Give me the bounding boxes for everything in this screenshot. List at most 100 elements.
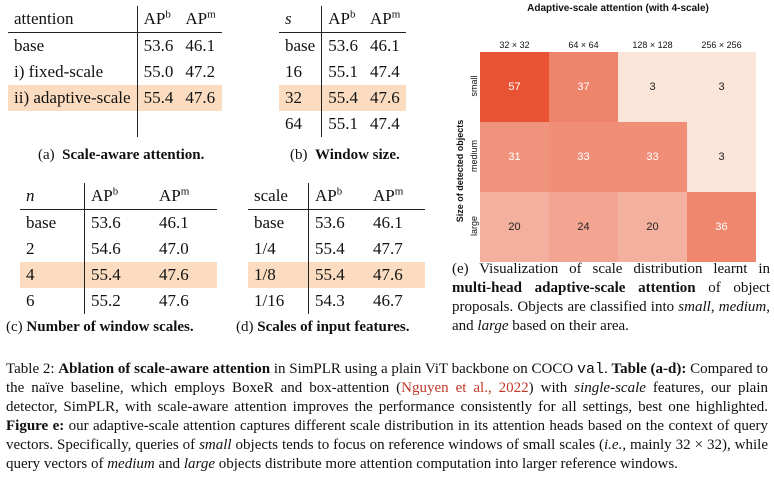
heatmap-column-label: 64 × 64	[568, 40, 599, 50]
heatmap-row-label: small	[469, 75, 479, 97]
header-cell: APm	[159, 185, 190, 205]
table-cell: 16	[279, 59, 323, 85]
table-row: base 53.6 46.1	[20, 209, 217, 236]
table-row: 64 55.1 47.4	[279, 111, 406, 137]
heatmap-cell: 57	[480, 52, 549, 122]
table-cell: 64	[279, 111, 323, 137]
table-cell: 55.4	[315, 239, 345, 258]
heatmap-column-label: 256 × 256	[701, 40, 742, 50]
table-cell: i) fixed-scale	[8, 59, 138, 85]
heatmap-title: Adaptive-scale attention (with 4-scale)	[527, 3, 709, 14]
table-cell: 47.2	[185, 62, 216, 81]
header-cell: s	[279, 6, 323, 33]
header-cell: APb	[328, 8, 356, 28]
table-cell: 6	[20, 288, 85, 314]
table-row: 2 54.6 47.0	[20, 236, 217, 262]
table-cell: base	[279, 32, 323, 59]
heatmap-cell: 3	[618, 52, 687, 122]
heatmap-cell: 37	[549, 52, 618, 122]
table-cell: 55.4	[137, 85, 180, 111]
caption-e: (e) Visualization of scale distribution …	[452, 261, 770, 334]
table-row-highlighted: 1/8 55.4 47.6	[248, 262, 425, 288]
table-cell: 55.2	[91, 291, 121, 310]
table-cell: 47.7	[373, 239, 403, 258]
table-cell: 54.6	[91, 239, 121, 258]
table-cell: 46.1	[153, 209, 217, 236]
table-row: 1/4 55.4 47.7	[248, 236, 425, 262]
table-cell: 47.6	[363, 85, 407, 111]
table-cell: 1/8	[248, 262, 309, 288]
table-cell: 47.0	[159, 239, 189, 258]
table-cell: 47.4	[369, 114, 400, 133]
caption-a: (a) Scale-aware attention.	[38, 147, 205, 163]
table-cell: 53.6	[84, 209, 153, 236]
table-cell: 55.1	[328, 62, 358, 81]
table-row: i) fixed-scale 55.0 47.2	[8, 59, 222, 85]
heatmap-row-label: large	[469, 216, 479, 237]
table-row: base 53.6 46.1	[8, 32, 222, 59]
table-header: s APb APm	[279, 6, 406, 33]
table-row	[8, 111, 222, 137]
table-cell: 47.4	[369, 62, 400, 81]
table-cell: 47.6	[367, 262, 425, 288]
header-cell: APb	[91, 185, 119, 205]
header-cell: APb	[143, 8, 171, 28]
table-d: scale APb APm base 53.6 46.1 1/4 55.4 47…	[248, 183, 425, 314]
table-c: n APb APm base 53.6 46.1 2 54.6 47.0 4 5…	[20, 183, 217, 314]
table-cell	[8, 111, 138, 137]
heatmap: 57 37 3 3 31 33 33 3 20 24 20 36	[480, 38, 756, 262]
table-row: 16 55.1 47.4	[279, 59, 406, 85]
table-cell: 54.3	[315, 291, 345, 310]
heatmap-cell: 36	[687, 192, 756, 262]
table-cell: 46.1	[367, 209, 425, 236]
table-cell: base	[20, 209, 85, 236]
table-row-highlighted: 32 55.4 47.6	[279, 85, 407, 111]
heatmap-cell: 3	[687, 52, 756, 122]
heatmap-column-label: 32 × 32	[499, 40, 530, 50]
table-cell: 2	[20, 236, 85, 262]
table-cell: 55.4	[84, 262, 153, 288]
table-cell: 53.6	[321, 32, 364, 59]
table-row: 1/16 54.3 46.7	[248, 288, 425, 314]
table-row-highlighted: 4 55.4 47.6	[20, 262, 217, 288]
heatmap-cell: 24	[549, 192, 618, 262]
table-cell: 47.6	[159, 291, 189, 310]
table-a: attention APb APm base 53.6 46.1 i) fixe…	[8, 6, 222, 137]
table-b: s APb APm base 53.6 46.1 16 55.1 47.4 32…	[279, 6, 407, 137]
header-cell: APm	[373, 185, 404, 205]
header-cell: attention	[8, 6, 138, 33]
heatmap-cell: 33	[549, 122, 618, 192]
header-cell: APb	[315, 185, 343, 205]
caption-d: (d) Scales of input features.	[236, 319, 410, 335]
table-cell: 55.4	[321, 85, 364, 111]
caption-c: (c) Number of window scales.	[6, 319, 194, 335]
citation-link[interactable]: Nguyen et al., 2022	[401, 380, 529, 396]
table-cell: 53.6	[308, 209, 367, 236]
table-cell: 55.1	[328, 114, 358, 133]
table-cell: 53.6	[137, 32, 180, 59]
table-cell: base	[248, 209, 309, 236]
table-cell: 4	[20, 262, 85, 288]
table-cell: 1/16	[248, 288, 309, 314]
header-cell: APm	[369, 8, 401, 28]
heatmap-cell: 33	[618, 122, 687, 192]
heatmap-column-labels: 32 × 32 64 × 64 128 × 128 256 × 256	[480, 40, 756, 52]
table-row: 6 55.2 47.6	[20, 288, 217, 314]
heatmap-column-label: 128 × 128	[632, 40, 673, 50]
heatmap-row-label: medium	[469, 140, 479, 173]
table-cell: 55.4	[308, 262, 367, 288]
table-cell: 46.1	[363, 32, 407, 59]
table-cell: 55.0	[143, 62, 174, 81]
header-cell: APm	[185, 8, 216, 28]
table-cell: 46.1	[179, 32, 222, 59]
table-cell: 47.6	[153, 262, 217, 288]
heatmap-cell: 31	[480, 122, 549, 192]
header-cell: n	[20, 183, 85, 210]
header-cell: scale	[248, 183, 309, 210]
table-row: base 53.6 46.1	[248, 209, 425, 236]
table-row: base 53.6 46.1	[279, 32, 407, 59]
table-header: n APb APm	[20, 183, 217, 210]
heatmap-ylabel: Size of detected objects	[455, 119, 465, 223]
table-header: attention APb APm	[8, 6, 222, 33]
heatmap-row-labels: small medium large	[468, 52, 480, 262]
